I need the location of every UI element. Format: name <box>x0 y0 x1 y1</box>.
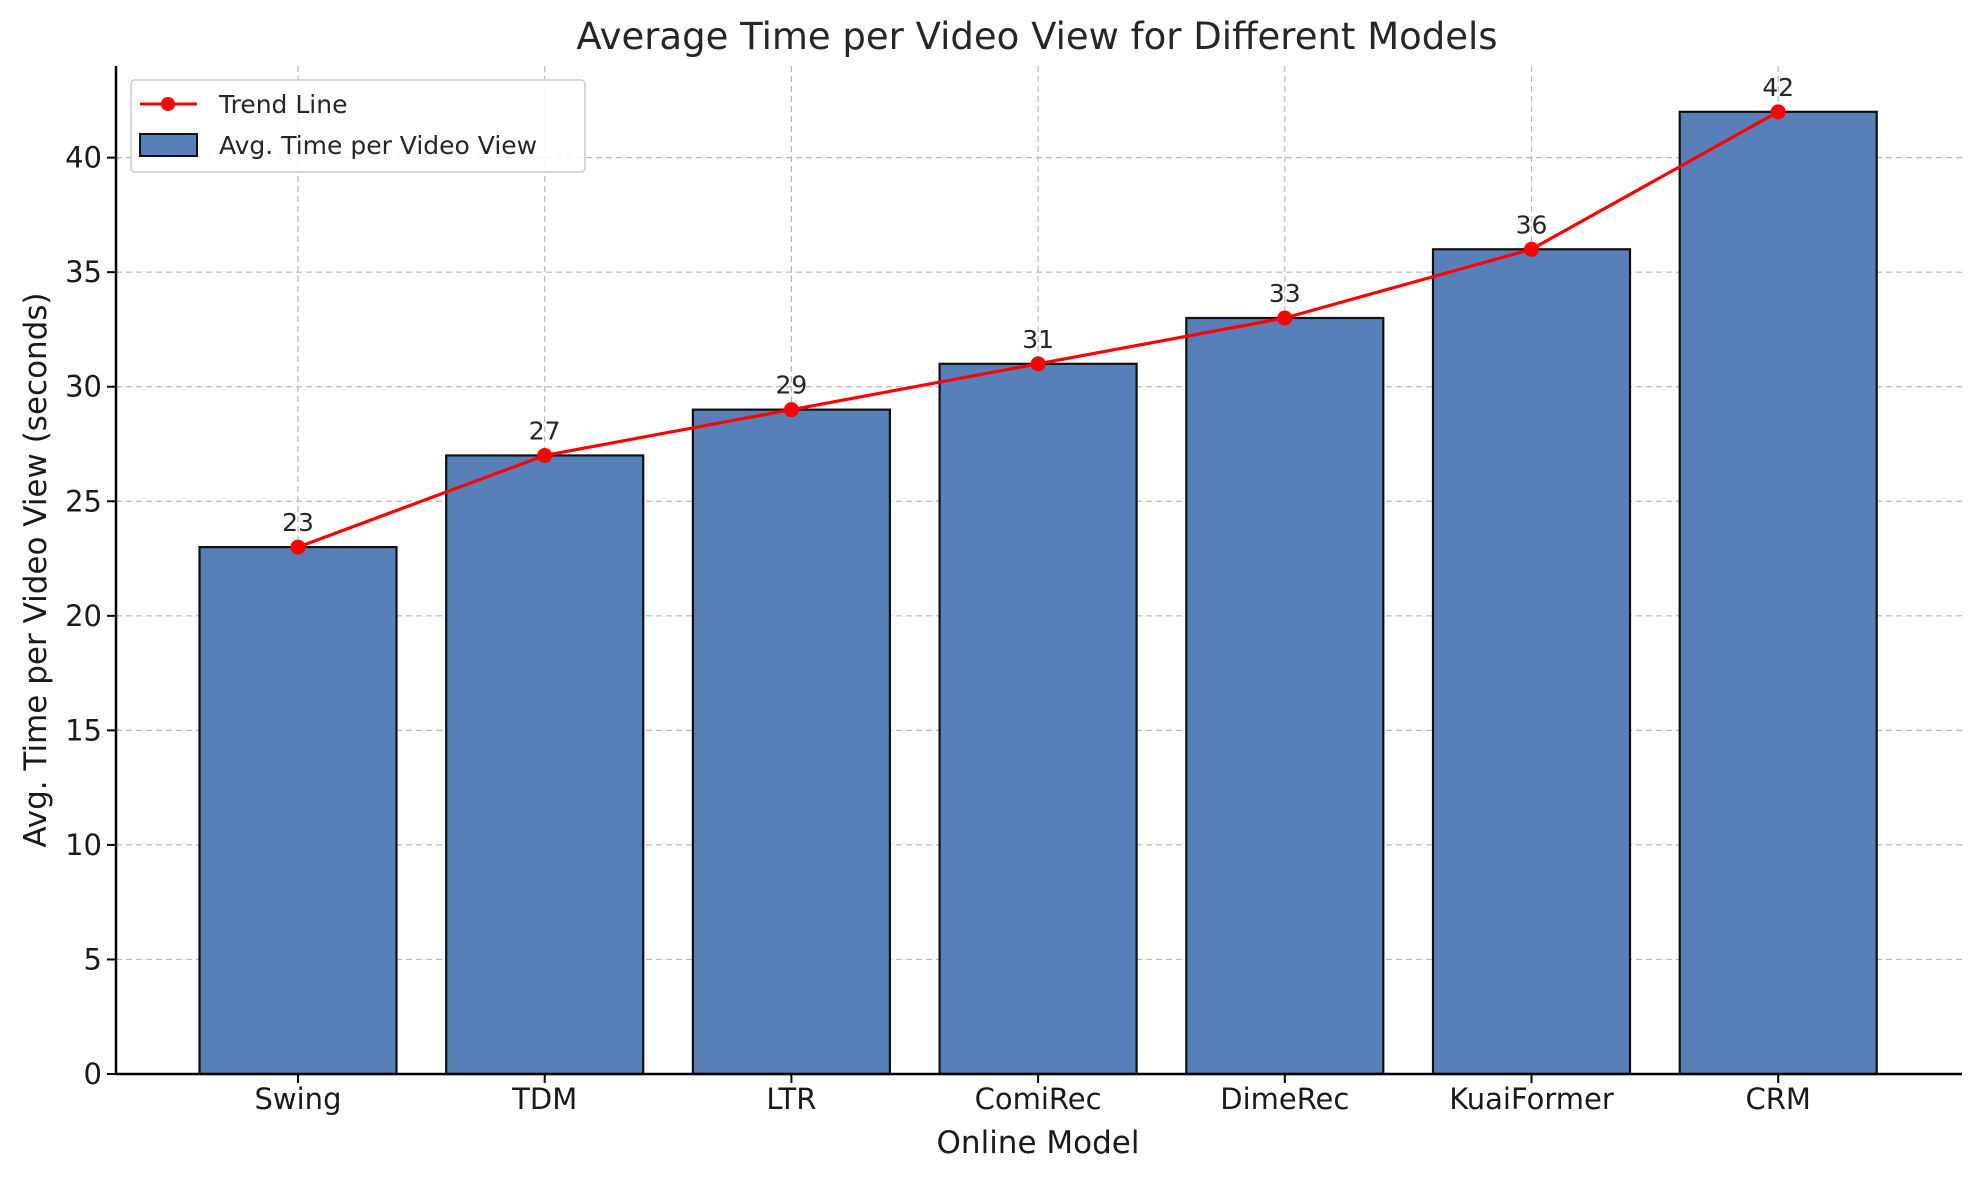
legend-bar-swatch <box>139 133 198 157</box>
y-tick-label: 25 <box>65 484 102 518</box>
data-label: 33 <box>1269 279 1301 308</box>
y-ticks: 0 5 10 15 20 25 30 35 40 <box>65 141 116 1091</box>
data-labels: 23 27 29 31 33 36 42 <box>282 73 1794 537</box>
y-tick-label: 20 <box>65 599 102 633</box>
y-tick-label: 5 <box>84 942 102 976</box>
bar-swing <box>198 545 398 1076</box>
x-ticks: Swing TDM LTR ComiRec DimeRec KuaiFormer CRM <box>255 1074 1811 1116</box>
y-tick-label: 30 <box>65 370 102 404</box>
y-tick-label: 35 <box>65 255 102 289</box>
data-label: 36 <box>1516 210 1548 239</box>
y-tick-label: 15 <box>65 713 102 747</box>
bar-ltr <box>691 408 892 1076</box>
x-tick-label: KuaiFormer <box>1449 1082 1614 1116</box>
trend-line-group <box>290 104 1786 555</box>
data-label: 29 <box>775 371 807 400</box>
legend-frame <box>130 79 586 173</box>
trend-point <box>1030 356 1046 372</box>
x-tick-label: LTR <box>766 1082 816 1116</box>
trend-point <box>290 539 306 555</box>
y-tick-label: 40 <box>65 141 102 175</box>
data-label: 23 <box>282 508 314 537</box>
legend: Trend Line Avg. Time per Video View <box>130 79 586 173</box>
x-axis-label: Online Model <box>937 1125 1140 1161</box>
bars <box>198 110 1878 1076</box>
bar-kuaiformer <box>1431 248 1632 1076</box>
data-label: 42 <box>1762 73 1794 102</box>
chart-title: Average Time per Video View for Differen… <box>576 15 1497 58</box>
bar-dimerec <box>1185 316 1385 1076</box>
bar-comirec <box>938 362 1138 1076</box>
y-tick-label: 0 <box>84 1057 102 1091</box>
y-tick-label: 10 <box>65 828 102 862</box>
trend-point <box>1524 241 1539 257</box>
trend-point <box>537 447 553 463</box>
y-axis-label: Avg. Time per Video View (seconds) <box>18 292 54 847</box>
legend-trend-marker <box>161 97 175 111</box>
x-tick-label: ComiRec <box>975 1082 1102 1116</box>
x-tick-label: CRM <box>1745 1082 1810 1116</box>
trend-point <box>1277 310 1293 326</box>
bar-tdm <box>445 454 645 1076</box>
data-label: 27 <box>529 416 561 445</box>
bar-crm <box>1678 110 1878 1076</box>
trend-point <box>1770 104 1786 120</box>
legend-label-trend-line: Trend Line <box>218 90 347 119</box>
trend-point <box>783 402 799 418</box>
x-tick-label: DimeRec <box>1220 1082 1349 1116</box>
data-label: 31 <box>1022 325 1054 354</box>
x-tick-label: Swing <box>255 1082 342 1116</box>
x-tick-label: TDM <box>511 1082 577 1116</box>
legend-label-avg-time: Avg. Time per Video View <box>219 131 537 160</box>
